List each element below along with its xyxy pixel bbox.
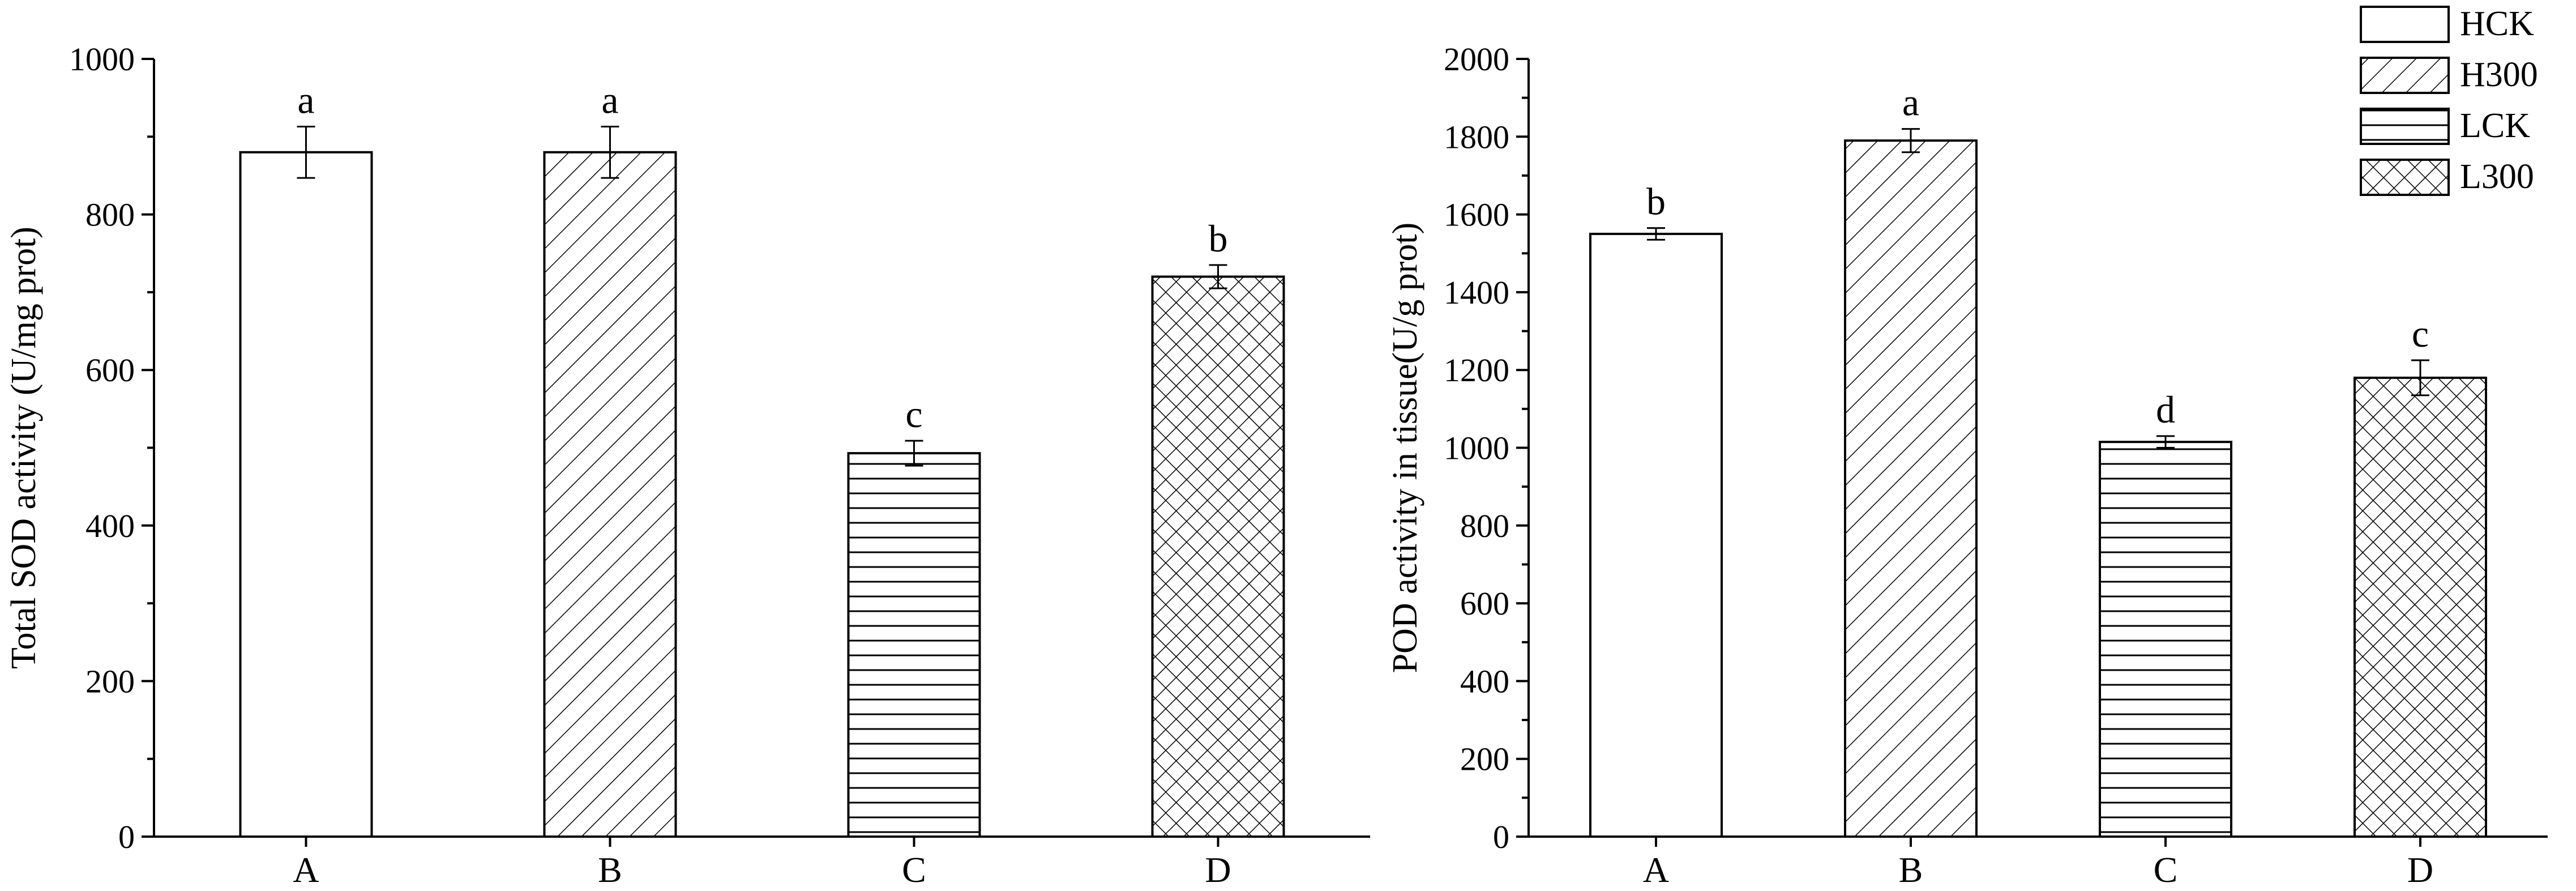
significance-label: a bbox=[1902, 81, 1919, 124]
x-tick-label: D bbox=[1205, 850, 1231, 890]
x-tick-label: B bbox=[598, 850, 622, 890]
y-tick-label: 800 bbox=[85, 197, 135, 233]
bar-C bbox=[847, 452, 981, 838]
bar-B bbox=[1844, 139, 1978, 838]
legend-label-L300: L300 bbox=[2460, 157, 2534, 196]
y-tick-label: 0 bbox=[1493, 818, 1509, 855]
bar-D bbox=[2354, 376, 2487, 838]
x-tick-label: C bbox=[2154, 850, 2178, 890]
legend-label-HCK: HCK bbox=[2460, 5, 2534, 43]
x-tick-label: A bbox=[1643, 850, 1669, 890]
significance-label: c bbox=[905, 393, 922, 436]
legend-label-H300: H300 bbox=[2460, 56, 2538, 94]
y-tick-label: 600 bbox=[1460, 585, 1509, 622]
y-axis-title: POD activity in tissue(U/g prot) bbox=[1386, 223, 1424, 673]
x-tick-label: C bbox=[902, 850, 926, 890]
significance-label: a bbox=[601, 78, 618, 121]
y-tick-label: 200 bbox=[1460, 741, 1509, 778]
sod-chart: a Aa Bc Cb D 0 200 400 600 800 1000 Total SOD activ… bbox=[5, 41, 1370, 890]
bar-B bbox=[543, 151, 677, 838]
y-tick-label: 1000 bbox=[1444, 430, 1509, 467]
y-tick-label: 1200 bbox=[1444, 352, 1509, 389]
legend-swatch-H300 bbox=[2360, 57, 2450, 94]
significance-label: b bbox=[1209, 217, 1228, 260]
significance-label: d bbox=[2156, 388, 2175, 431]
y-tick-label: 1600 bbox=[1444, 197, 1509, 233]
bar-C bbox=[2099, 441, 2232, 838]
significance-label: c bbox=[2412, 312, 2429, 355]
legend-swatch-L300 bbox=[2360, 159, 2450, 196]
bar-A bbox=[1589, 232, 1723, 838]
y-tick-label: 1800 bbox=[1444, 118, 1509, 155]
legend-label-LCK: LCK bbox=[2460, 106, 2530, 145]
y-tick-label: 2000 bbox=[1444, 41, 1509, 78]
bar-A bbox=[239, 151, 373, 838]
y-tick-label: 1400 bbox=[1444, 274, 1509, 311]
y-tick-label: 200 bbox=[85, 663, 135, 700]
y-axis-title: Total SOD activity (U/mg prot) bbox=[5, 227, 43, 669]
y-tick-label: 800 bbox=[1460, 508, 1509, 544]
y-tick-label: 1000 bbox=[69, 41, 135, 78]
legend-swatch-HCK bbox=[2360, 6, 2450, 43]
bar-D bbox=[1151, 275, 1285, 838]
significance-label: b bbox=[1646, 180, 1666, 223]
pod-chart: b Aa Bd Cc D 0 200 400 600 800 1000 1200 1400 1600 180… bbox=[1386, 41, 2548, 890]
x-tick-label: D bbox=[2407, 850, 2433, 890]
y-tick-label: 400 bbox=[85, 508, 135, 544]
legend-swatch-LCK bbox=[2360, 108, 2450, 145]
y-tick-label: 600 bbox=[85, 352, 135, 389]
x-tick-label: B bbox=[1899, 850, 1923, 890]
y-tick-label: 400 bbox=[1460, 663, 1509, 700]
y-tick-label: 0 bbox=[118, 818, 135, 855]
legend: HCK H300 LCK L300 bbox=[2360, 5, 2538, 196]
significance-label: a bbox=[297, 78, 314, 121]
x-tick-label: A bbox=[293, 850, 319, 890]
